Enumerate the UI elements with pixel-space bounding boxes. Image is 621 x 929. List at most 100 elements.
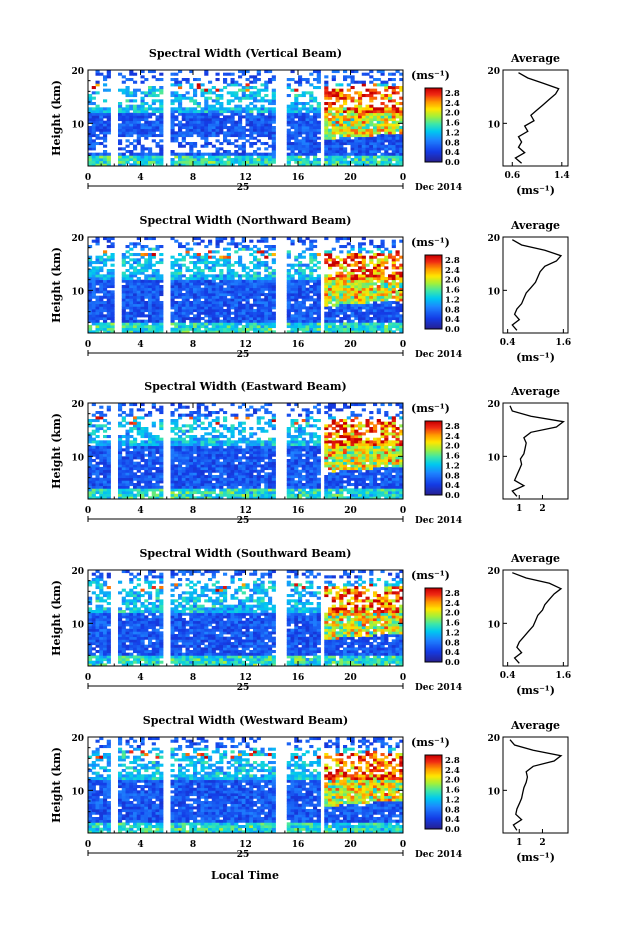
heatmap-cell xyxy=(271,120,276,124)
heatmap-cell xyxy=(294,80,299,84)
heatmap-cell xyxy=(313,330,318,334)
heatmap-cell xyxy=(193,120,198,124)
heatmap-cell xyxy=(185,475,190,479)
heatmap-cell xyxy=(174,136,179,140)
heatmap-cell xyxy=(159,123,164,127)
heatmap-cell xyxy=(181,155,186,159)
heatmap-cell xyxy=(241,239,246,243)
heatmap-cell xyxy=(189,115,194,119)
heatmap-cell xyxy=(298,279,303,283)
heatmap-cell xyxy=(309,139,314,143)
heatmap-cell xyxy=(391,86,396,90)
heatmap-cell xyxy=(399,317,404,321)
heatmap-cell xyxy=(204,491,209,495)
heatmap-cell xyxy=(309,96,314,100)
heatmap-cell xyxy=(384,295,389,299)
heatmap-cell xyxy=(151,317,156,321)
heatmap-cell xyxy=(264,269,269,273)
heatmap-cell xyxy=(260,83,265,87)
heatmap-cell xyxy=(200,467,205,471)
heatmap-cell xyxy=(103,282,108,286)
heatmap-cell xyxy=(226,301,231,305)
heatmap-cell xyxy=(196,411,201,415)
heatmap-cell xyxy=(245,96,250,100)
heatmap-cell xyxy=(91,485,96,489)
heatmap-cell xyxy=(238,123,243,127)
heatmap-cell xyxy=(170,480,175,484)
heatmap-cell xyxy=(290,126,295,130)
heatmap-cell xyxy=(376,91,381,95)
heatmap-cell xyxy=(144,295,149,299)
heatmap-cell xyxy=(245,247,250,251)
heatmap-cell xyxy=(328,287,333,291)
heatmap-cell xyxy=(99,477,104,481)
colorbar-tick-label: 1.2 xyxy=(445,295,460,305)
heatmap-cell xyxy=(196,269,201,273)
heatmap-cell xyxy=(99,142,104,146)
heatmap-cell xyxy=(185,158,190,162)
heatmap-cell xyxy=(204,467,209,471)
heatmap-cell xyxy=(324,274,329,278)
heatmap-cell xyxy=(234,134,239,138)
colorbar-unit: (ms⁻¹) xyxy=(411,69,450,82)
average-x-tick-label: 0.4 xyxy=(500,338,516,348)
heatmap-cell xyxy=(301,123,306,127)
heatmap-cell xyxy=(384,255,389,259)
heatmap-cell xyxy=(151,253,156,257)
heatmap-cell xyxy=(215,325,220,329)
heatmap-cell xyxy=(144,472,149,476)
heatmap-cell xyxy=(399,147,404,151)
heatmap-cell xyxy=(159,427,164,431)
heatmap-cell xyxy=(95,155,100,159)
heatmap-cell xyxy=(286,155,291,159)
colorbar-swatch xyxy=(425,157,442,159)
colorbar-frame xyxy=(424,87,443,163)
heatmap-cell xyxy=(234,144,239,148)
heatmap-cell xyxy=(376,163,381,167)
heatmap-cell xyxy=(346,107,351,111)
heatmap-cell xyxy=(144,469,149,473)
heatmap-cell xyxy=(136,327,141,331)
heatmap-cell xyxy=(391,112,396,116)
heatmap-cell xyxy=(226,290,231,294)
heatmap-cell xyxy=(189,445,194,449)
heatmap-cell xyxy=(121,477,126,481)
heatmap-cell xyxy=(196,453,201,457)
heatmap-cell xyxy=(388,155,393,159)
heatmap-cell xyxy=(196,416,201,420)
heatmap-cell xyxy=(193,266,198,270)
heatmap-cell xyxy=(133,152,138,156)
heatmap-cell xyxy=(328,131,333,135)
heatmap-cell xyxy=(159,459,164,463)
heatmap-cell xyxy=(125,440,130,444)
heatmap-cell xyxy=(256,70,261,74)
heatmap-cell xyxy=(91,158,96,162)
heatmap-cell xyxy=(148,266,153,270)
heatmap-cell xyxy=(99,279,104,283)
heatmap-cell xyxy=(373,282,378,286)
heatmap-cell xyxy=(121,491,126,495)
heatmap-cell xyxy=(99,327,104,331)
heatmap-cell xyxy=(230,327,235,331)
heatmap-cell xyxy=(125,445,130,449)
heatmap-cell xyxy=(170,322,175,326)
heatmap-cell xyxy=(140,102,145,106)
heatmap-cell xyxy=(286,314,291,318)
heatmap-cell xyxy=(346,237,351,241)
heatmap-cell xyxy=(271,112,276,116)
heatmap-cell xyxy=(376,78,381,82)
heatmap-cell xyxy=(238,282,243,286)
heatmap-cell xyxy=(121,277,126,281)
heatmap-cell xyxy=(211,485,216,489)
heatmap-cell xyxy=(346,110,351,114)
heatmap-cell xyxy=(125,112,130,116)
heatmap-cell xyxy=(155,480,160,484)
colorbar-swatch xyxy=(425,267,442,270)
heatmap-cell xyxy=(106,110,111,114)
heatmap-cell xyxy=(170,107,175,111)
date-label: Dec 2014 xyxy=(415,183,462,193)
heatmap-cell xyxy=(316,131,321,135)
heatmap-cell xyxy=(185,311,190,315)
heatmap-cell xyxy=(226,327,231,331)
heatmap-cell xyxy=(133,301,138,305)
